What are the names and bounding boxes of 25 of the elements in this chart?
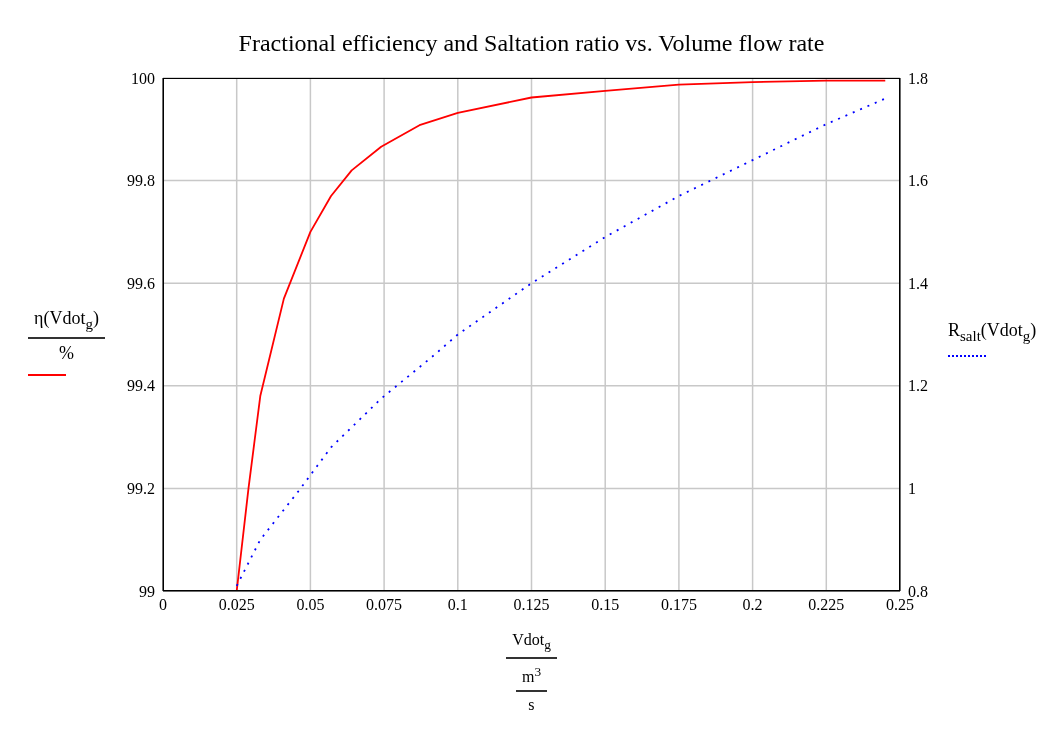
x-tick-label: 0.075 <box>366 596 403 614</box>
y-tick-label: 99 <box>139 582 155 600</box>
y-tick-label: 99.2 <box>127 480 155 498</box>
y2-tick-label: 1.2 <box>908 377 928 395</box>
y2-tick-label: 1 <box>908 480 916 498</box>
y-tick-label: 99.6 <box>127 274 155 292</box>
x-tick-label: 0.225 <box>808 596 845 614</box>
y-tick-label: 99.4 <box>127 377 155 395</box>
x-tick-label: 0.025 <box>218 596 255 614</box>
y2-tick-label: 1.8 <box>908 69 928 87</box>
y2-axis-title: R$_{salt}$(Vdot$_{g}$) <box>948 320 1037 345</box>
x-tick-label: 0.05 <box>296 596 325 614</box>
x-tick-label: 0.15 <box>591 596 620 614</box>
y-tick-label: 99.8 <box>127 172 155 190</box>
x-tick-label: 0.175 <box>660 596 697 614</box>
text: Vdot$_{g}$ m$^{3}$ s <box>512 631 551 713</box>
y2-tick-label: 1.4 <box>908 274 928 292</box>
x-tick-label: 0.1 <box>447 596 468 614</box>
x-tick-label: 0.2 <box>742 596 763 614</box>
y-tick-label: 100 <box>131 69 155 87</box>
x-tick-label: 0.125 <box>513 596 550 614</box>
text: η(Vdot$_{g}$) % <box>34 308 99 363</box>
y2-tick-label: 1.6 <box>908 172 928 190</box>
x-tick-label: 0 <box>159 596 167 614</box>
chart-title: Fractional efficiency and Saltation ratio vs. Volume flow rate <box>237 30 826 57</box>
